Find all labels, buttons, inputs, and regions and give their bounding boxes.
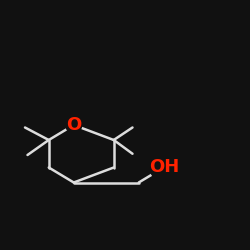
Text: OH: OH [148,158,179,176]
Circle shape [150,154,178,181]
Text: O: O [66,116,82,134]
Circle shape [66,117,82,133]
